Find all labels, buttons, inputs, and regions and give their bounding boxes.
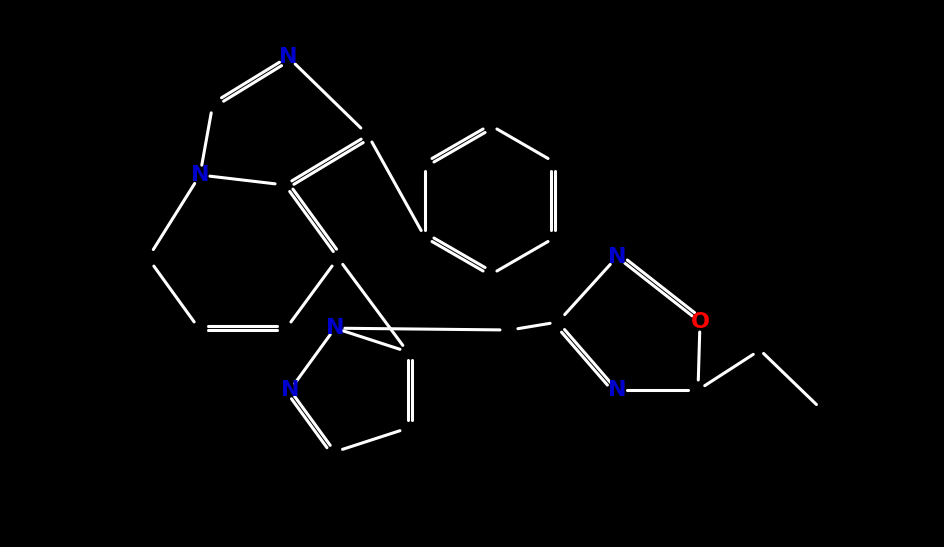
Text: N: N (608, 380, 626, 400)
Text: N: N (280, 380, 299, 400)
Text: N: N (191, 165, 210, 185)
Text: O: O (690, 312, 710, 332)
Text: N: N (278, 47, 297, 67)
Text: N: N (608, 247, 626, 267)
Text: N: N (326, 318, 345, 338)
